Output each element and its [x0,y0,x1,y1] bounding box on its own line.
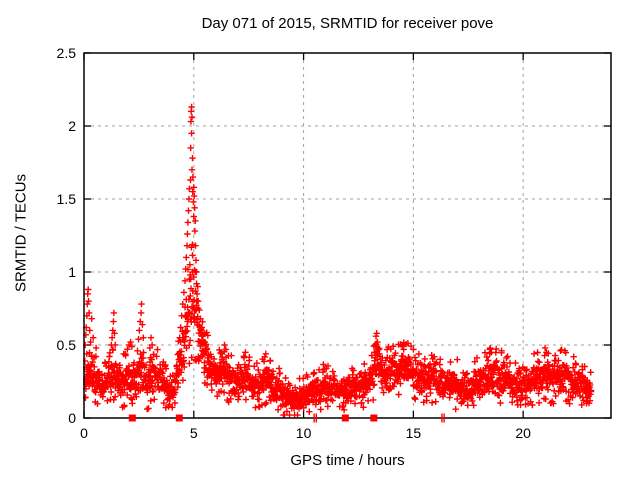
x-axis-label: GPS time / hours [290,452,405,469]
x-tick-label: 5 [190,425,198,441]
zero-square-marker [341,414,349,422]
zero-square-marker [370,414,378,422]
grid-lines [84,53,611,418]
zero-markers [128,413,445,423]
y-tick-label: 0.5 [57,337,77,353]
x-tick-label: 20 [515,425,531,441]
y-tick-label: 1 [68,264,76,280]
x-tick-label: 10 [296,425,312,441]
y-tick-label: 2 [68,118,76,134]
y-tick-label: 1.5 [57,191,77,207]
y-tick-label: 0 [68,410,76,426]
x-tick-label: 15 [406,425,422,441]
y-tick-label: 2.5 [57,45,77,61]
tick-labels: 0 5 10 15 20 0 0.5 1 1.5 2 2.5 [57,45,532,441]
data-points [83,103,595,419]
zero-square-marker [128,414,136,422]
x-tick-label: 0 [80,425,88,441]
zero-square-marker [175,414,183,422]
chart-title: Day 071 of 2015, SRMTID for receiver pov… [201,15,494,32]
